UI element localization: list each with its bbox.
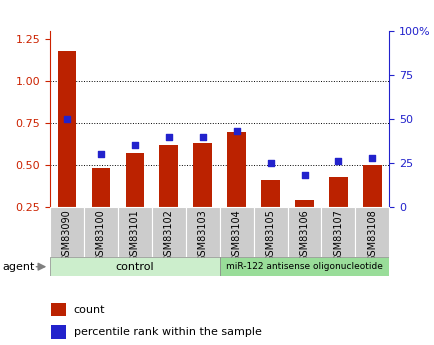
Point <box>334 158 341 164</box>
FancyBboxPatch shape <box>84 207 118 257</box>
Point <box>131 143 138 148</box>
FancyBboxPatch shape <box>185 207 219 257</box>
Bar <box>295 200 313 207</box>
Text: percentile rank within the sample: percentile rank within the sample <box>74 327 261 337</box>
Point <box>97 151 104 157</box>
FancyBboxPatch shape <box>118 207 151 257</box>
FancyBboxPatch shape <box>355 207 388 257</box>
FancyBboxPatch shape <box>321 207 355 257</box>
Text: GSM83104: GSM83104 <box>231 209 241 262</box>
Text: GSM83102: GSM83102 <box>164 209 173 263</box>
Bar <box>261 180 279 207</box>
Bar <box>51 325 66 339</box>
Text: GSM83106: GSM83106 <box>299 209 309 262</box>
FancyBboxPatch shape <box>219 207 253 257</box>
Text: miR-122 antisense oligonucleotide: miR-122 antisense oligonucleotide <box>226 262 382 271</box>
FancyBboxPatch shape <box>50 257 219 276</box>
Bar <box>159 145 178 207</box>
Point <box>199 134 206 139</box>
Text: GSM83105: GSM83105 <box>265 209 275 263</box>
Text: count: count <box>74 305 105 315</box>
FancyBboxPatch shape <box>253 207 287 257</box>
Bar <box>58 51 76 207</box>
Text: GSM83100: GSM83100 <box>96 209 105 262</box>
Point <box>233 129 240 134</box>
Bar <box>125 154 144 207</box>
FancyBboxPatch shape <box>50 207 84 257</box>
Text: GSM83103: GSM83103 <box>197 209 207 262</box>
Text: GSM83101: GSM83101 <box>130 209 139 262</box>
Bar <box>92 168 110 207</box>
FancyBboxPatch shape <box>219 257 388 276</box>
Point <box>300 172 307 178</box>
Bar <box>362 165 381 207</box>
Point <box>266 160 273 166</box>
Point <box>63 116 70 122</box>
Bar <box>193 143 211 207</box>
FancyBboxPatch shape <box>151 207 185 257</box>
Bar <box>51 303 66 316</box>
FancyBboxPatch shape <box>287 207 321 257</box>
Text: agent: agent <box>2 263 34 272</box>
Text: GSM83107: GSM83107 <box>333 209 342 263</box>
Bar <box>329 177 347 207</box>
Text: GSM83090: GSM83090 <box>62 209 72 262</box>
Point <box>165 134 172 139</box>
Point <box>368 155 375 160</box>
Text: GSM83108: GSM83108 <box>367 209 376 262</box>
Text: control: control <box>115 262 154 272</box>
Bar <box>227 131 245 207</box>
